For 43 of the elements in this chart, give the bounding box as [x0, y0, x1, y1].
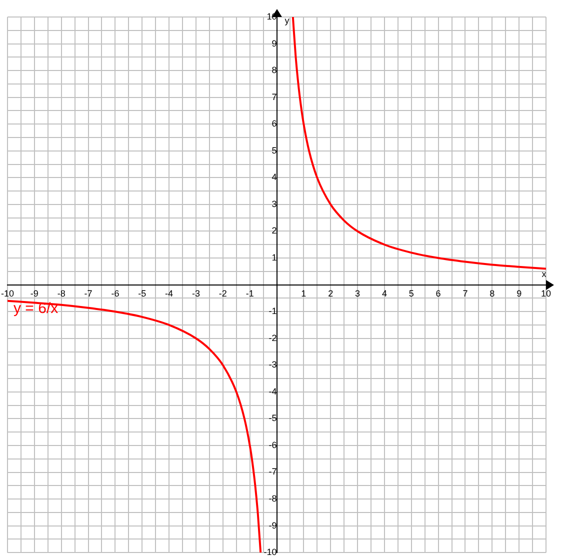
x-tick-label: -5	[138, 288, 146, 299]
y-tick-label: 1	[272, 252, 277, 263]
x-tick-label: 6	[436, 288, 441, 299]
y-axis-title: y	[284, 15, 290, 26]
x-tick-label: -2	[218, 288, 227, 299]
x-tick-label: 1	[301, 288, 306, 299]
x-tick-label: 3	[355, 288, 360, 299]
y-tick-label: 9	[272, 38, 277, 48]
y-tick-label: 6	[272, 118, 277, 129]
x-tick-label: -3	[192, 288, 200, 299]
y-tick-label: -5	[268, 413, 277, 424]
y-tick-label: -3	[268, 360, 277, 370]
x-tick-label: 5	[408, 288, 414, 299]
x-tick-label: -4	[165, 288, 174, 299]
x-tick-label: 4	[382, 288, 387, 299]
x-tick-label: -10	[0, 288, 14, 299]
y-tick-label: 2	[272, 226, 277, 236]
y-tick-label: 7	[272, 92, 277, 102]
x-axis-title: x	[542, 268, 547, 279]
y-tick-label: -6	[268, 440, 277, 450]
x-tick-label: -1	[246, 288, 254, 299]
x-tick-label: 2	[328, 288, 334, 299]
y-tick-label: -1	[268, 306, 277, 316]
x-tick-label: 10	[540, 288, 552, 299]
x-tick-label: 9	[516, 288, 522, 299]
y-tick-label: -10	[264, 547, 277, 558]
x-tick-label: -7	[84, 288, 92, 299]
y-tick-label: -8	[268, 494, 277, 504]
y-tick-label: -7	[268, 466, 277, 477]
y-tick-label: 4	[272, 172, 277, 182]
x-tick-label: 8	[490, 288, 495, 299]
y-tick-label: -4	[268, 386, 277, 396]
x-tick-label: -6	[111, 288, 120, 299]
y-tick-label: 8	[272, 65, 277, 76]
y-tick-label: 5	[272, 145, 277, 156]
x-tick-label: 7	[462, 288, 468, 299]
line-series	[292, 17, 546, 270]
y-tick-label: -9	[268, 520, 277, 530]
line-series	[8, 300, 262, 553]
x-tick-label: -8	[57, 288, 66, 299]
y-tick-label: 3	[272, 198, 277, 209]
x-tick-label: -9	[30, 288, 38, 299]
y-tick-label: -2	[268, 332, 277, 343]
